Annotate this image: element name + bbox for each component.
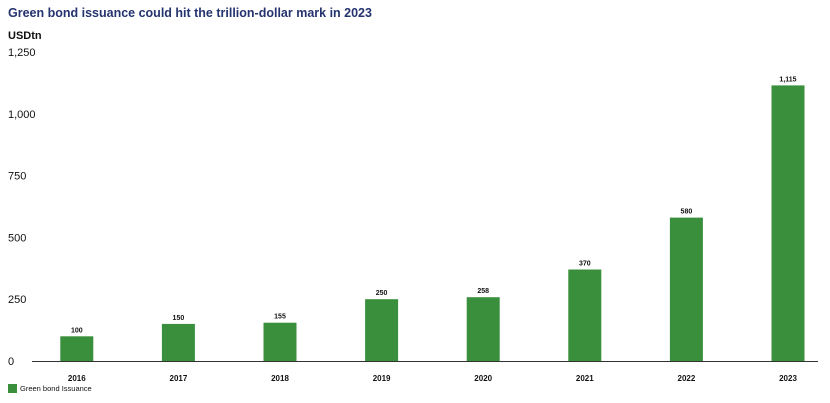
bar	[669, 217, 703, 361]
data-label: 1,115	[779, 76, 796, 83]
x-tick-label: 2018	[271, 374, 289, 383]
data-label: 100	[71, 327, 83, 334]
y-tick-label: 500	[8, 232, 26, 244]
x-tick-label: 2019	[373, 374, 391, 383]
bar	[568, 269, 602, 361]
y-tick-label: 750	[8, 171, 26, 183]
y-tick-label: 250	[8, 294, 26, 306]
y-axis-unit-label: USDtn	[8, 30, 42, 42]
legend-label: Green bond Issuance	[20, 384, 92, 393]
data-label: 370	[579, 261, 591, 268]
chart-title: Green bond issuance could hit the trilli…	[8, 6, 372, 20]
data-label: 580	[681, 209, 693, 216]
data-label: 250	[376, 290, 388, 297]
legend: Green bond Issuance	[8, 384, 92, 393]
bar	[263, 322, 297, 361]
data-label: 258	[477, 288, 489, 295]
x-tick-label: 2023	[779, 374, 797, 383]
y-tick-labels: 0 250 500 750 1,000 1,250	[8, 47, 36, 368]
y-tick-label: 1,000	[8, 109, 36, 121]
bar	[771, 85, 805, 362]
x-tick-label: 2022	[678, 374, 696, 383]
data-label: 155	[274, 314, 286, 321]
x-tick-label: 2020	[474, 374, 492, 383]
x-tick-label: 2017	[170, 374, 188, 383]
bar	[60, 336, 94, 361]
x-tick-label: 2021	[576, 374, 594, 383]
bars	[60, 85, 805, 362]
data-labels: 100 150 155 250 258 370 580 1,115	[71, 76, 797, 334]
x-tick-label: 2016	[68, 374, 86, 383]
x-tick-labels: 2016 2017 2018 2019 2020 2021 2022 2023	[68, 374, 798, 383]
bar	[365, 299, 399, 361]
y-tick-label: 0	[8, 356, 14, 368]
y-tick-label: 1,250	[8, 47, 36, 59]
legend-swatch	[8, 384, 17, 393]
bar	[161, 323, 195, 361]
bar	[466, 297, 500, 361]
data-label: 150	[173, 315, 185, 322]
